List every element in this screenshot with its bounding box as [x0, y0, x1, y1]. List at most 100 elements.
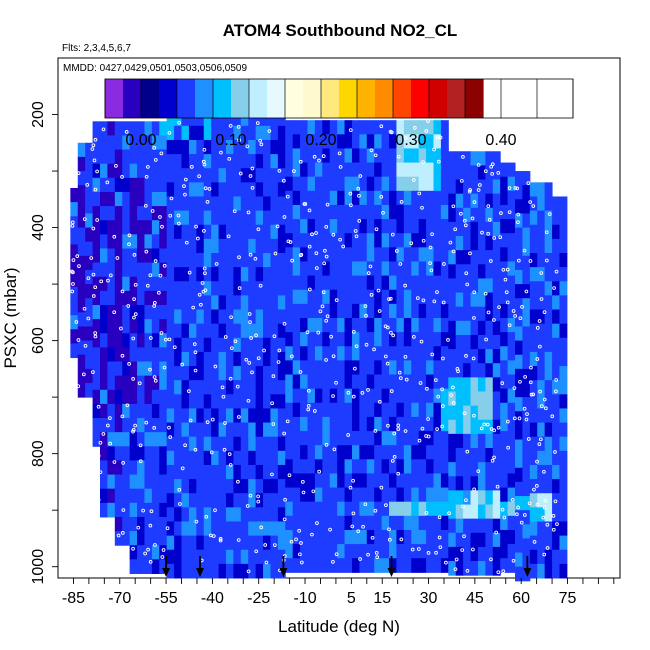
heatmap-cell	[174, 323, 183, 339]
sample-point	[526, 181, 531, 185]
heatmap-cell	[396, 416, 405, 432]
heatmap-cell	[329, 487, 338, 503]
heatmap-cell	[166, 210, 175, 226]
flight-marker-arrow	[279, 556, 288, 577]
heatmap-cell	[455, 490, 464, 506]
heatmap-cell	[233, 139, 242, 155]
heatmap-cell	[211, 139, 220, 155]
heatmap-cell	[203, 535, 212, 551]
heatmap-cell	[418, 374, 427, 390]
heatmap-cell	[366, 204, 375, 220]
heatmap-cell	[233, 125, 242, 141]
heatmap-cell	[448, 250, 457, 265]
heatmap-cell	[463, 320, 472, 336]
heatmap-cell	[174, 493, 183, 508]
heatmap-cell	[440, 360, 449, 376]
heatmap-cell	[174, 479, 183, 494]
heatmap-cell	[159, 305, 168, 320]
heatmap-cell	[292, 332, 301, 347]
heatmap-cell	[300, 529, 309, 545]
heatmap-cell	[433, 360, 442, 376]
heatmap-cell	[351, 247, 360, 262]
heatmap-cell	[418, 332, 427, 347]
heatmap-cell	[255, 323, 264, 339]
heatmap-cell	[174, 366, 183, 381]
sample-point	[397, 370, 402, 375]
sample-point	[516, 505, 520, 510]
heatmap-cell	[403, 120, 412, 135]
heatmap-cell	[225, 563, 234, 579]
colorbar-swatch	[321, 79, 340, 118]
heatmap-cell	[122, 305, 131, 320]
heatmap-cell	[137, 149, 145, 165]
heatmap-cell	[448, 448, 457, 463]
sample-point	[516, 258, 521, 263]
sample-point	[463, 218, 467, 223]
heatmap-cell	[211, 182, 220, 197]
heatmap-cell	[307, 544, 316, 559]
heatmap-cell	[122, 248, 131, 264]
heatmap-cell	[366, 318, 375, 333]
heatmap-cell	[307, 529, 316, 545]
heatmap-cell	[144, 206, 153, 221]
heatmap-cell	[403, 247, 412, 262]
heatmap-cell	[270, 267, 279, 282]
heatmap-cell	[137, 418, 145, 433]
heatmap-cell	[129, 276, 138, 292]
x-tick-label: -40	[201, 590, 224, 607]
heatmap-cell	[344, 275, 353, 291]
heatmap-cell	[492, 334, 501, 350]
sample-point	[256, 494, 260, 499]
sample-point	[417, 191, 422, 196]
heatmap-cell	[285, 473, 294, 489]
heatmap-cell	[174, 535, 183, 551]
heatmap-cell	[448, 165, 457, 181]
sample-point	[386, 423, 390, 428]
heatmap-cell	[426, 233, 434, 248]
heatmap-cell	[559, 521, 568, 537]
heatmap-cell	[337, 346, 346, 361]
sample-point	[369, 292, 374, 297]
heatmap-cell	[240, 507, 249, 522]
heatmap-cell	[552, 309, 560, 325]
heatmap-cell	[322, 261, 331, 277]
heatmap-cell	[181, 182, 190, 197]
heatmap-cell	[537, 224, 546, 240]
heatmap-cell	[307, 487, 316, 503]
heatmap-cell	[248, 267, 257, 282]
heatmap-cell	[151, 347, 160, 363]
heatmap-cell	[329, 402, 338, 418]
heatmap-cell	[529, 253, 538, 268]
heatmap-cell	[381, 487, 390, 503]
sample-point	[542, 310, 547, 314]
heatmap-cell	[418, 459, 427, 474]
heatmap-cell	[151, 545, 160, 560]
sample-point	[223, 421, 227, 425]
heatmap-cell	[277, 535, 286, 551]
heatmap-cell	[174, 253, 183, 268]
heatmap-cell	[359, 162, 368, 178]
sample-point	[112, 234, 117, 239]
heatmap-cell	[225, 535, 234, 551]
heatmap-cell	[477, 193, 486, 209]
heatmap-cell	[366, 148, 375, 164]
heatmap-cell	[122, 177, 131, 193]
sample-point	[187, 389, 191, 394]
heatmap-cell	[522, 481, 531, 497]
heatmap-cell	[188, 210, 197, 226]
sample-point	[436, 159, 441, 164]
heatmap-cell	[500, 487, 509, 503]
sample-point	[496, 170, 501, 175]
heatmap-cell	[248, 323, 257, 339]
chart-title: ATOM4 Southbound NO2_CL	[223, 21, 458, 40]
heatmap-cell	[233, 436, 242, 452]
heatmap-cell	[389, 219, 397, 234]
sample-point	[346, 390, 351, 395]
heatmap-cell	[559, 507, 568, 522]
heatmap-cell	[359, 303, 368, 319]
sample-point	[285, 419, 290, 424]
heatmap-cell	[277, 295, 286, 311]
heatmap-cell	[129, 432, 138, 447]
heatmap-cell	[559, 351, 568, 367]
sample-point	[227, 452, 232, 456]
